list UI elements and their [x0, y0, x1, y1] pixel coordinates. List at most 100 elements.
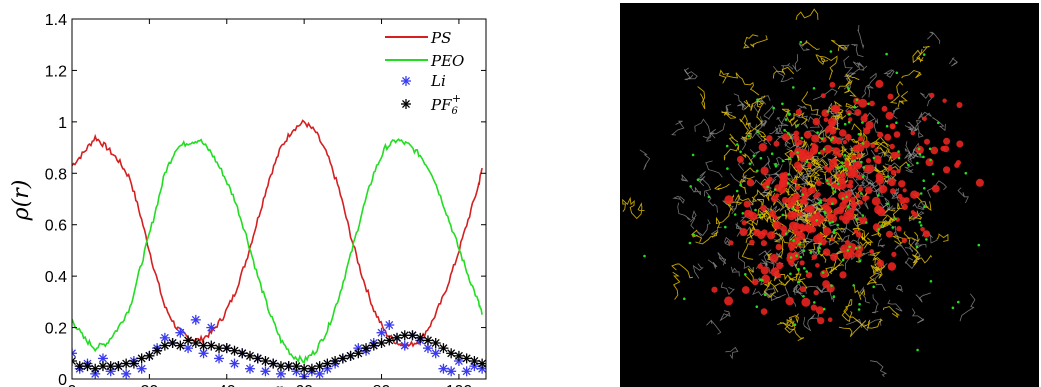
series-pf6-point	[152, 345, 163, 356]
series-li-point	[399, 340, 410, 351]
series-pf6-point	[244, 350, 255, 361]
series-pf6-point	[74, 361, 85, 372]
y-tick-label: 1	[58, 115, 67, 132]
series-li-point	[260, 366, 271, 377]
x-tick-label: 20	[140, 383, 158, 387]
x-tick-label: 100	[446, 383, 473, 387]
series-peo-line	[72, 138, 483, 364]
series-pf6-point	[330, 356, 341, 366]
x-tick-label: 40	[218, 383, 236, 387]
series-pf6-point	[430, 338, 441, 348]
y-tick-label: 0.6	[45, 218, 67, 235]
series-pf6-point	[446, 348, 457, 359]
series-pf6-point	[229, 345, 240, 356]
series-li-point	[175, 327, 186, 338]
series-pf6-point	[221, 343, 232, 354]
series-pf6-point	[128, 358, 139, 369]
series-li-point	[430, 348, 441, 359]
series-pf6-point	[260, 356, 271, 366]
series-pf6-point	[190, 338, 201, 348]
legend-pf6-marker	[401, 99, 411, 109]
series-pf6-point	[422, 335, 433, 346]
x-axis-label: r	[276, 382, 284, 387]
series-pf6-point	[159, 340, 170, 351]
series-pf6-point	[72, 356, 77, 366]
y-axis-label: ρ(r)	[9, 180, 34, 222]
legend-pf6-base: PF	[430, 96, 452, 114]
legend-ps-label: PS	[430, 29, 451, 47]
legend-li-marker	[401, 76, 411, 86]
sim-green-ions	[643, 40, 981, 352]
series-pf6-point	[477, 358, 486, 369]
series-pf6-point	[136, 353, 147, 364]
series-pf6-point	[469, 356, 480, 366]
series-li-point	[438, 363, 449, 374]
series-li-point	[384, 320, 395, 330]
series-li-point	[229, 358, 240, 369]
y-tick-label: 0.2	[45, 321, 67, 338]
series-pf6-point	[275, 361, 286, 372]
series-pf6-point	[90, 363, 101, 374]
series-pf6-point	[314, 361, 325, 372]
y-tick-label: 1.2	[45, 63, 67, 80]
series-pf6-point	[368, 340, 379, 351]
series-pf6-point	[438, 343, 449, 354]
series-pf6-point	[384, 335, 395, 346]
series-pf6-point	[353, 348, 364, 359]
series-li-point	[314, 368, 325, 379]
series-li-point	[136, 363, 147, 374]
y-tick-label: 0.8	[45, 166, 67, 183]
series-pf6-point	[415, 332, 426, 343]
series-pf6-point	[337, 353, 348, 364]
legend-li-label: Li	[430, 72, 446, 90]
legend-pf6-asterisk	[401, 99, 411, 109]
sim-red-beads	[711, 79, 984, 325]
series-pf6-point	[82, 361, 93, 372]
polymer-cluster-render	[622, 8, 984, 377]
series-li-point	[422, 343, 433, 354]
series-pf6-point	[407, 330, 418, 341]
series-li-point	[214, 353, 225, 364]
series-li-point	[446, 366, 457, 377]
series-li-point	[275, 368, 286, 379]
series-li-point	[206, 322, 217, 333]
series-pf6-point	[206, 340, 217, 351]
legend: PS PEO Li PF6+	[385, 29, 464, 117]
x-tick-label: 0	[68, 383, 77, 387]
legend-peo-label: PEO	[430, 52, 464, 70]
series-pf6-point	[144, 350, 155, 361]
series-pf6-point	[376, 338, 387, 348]
series-pf6-point	[113, 361, 124, 372]
x-tick-label: 60	[295, 383, 313, 387]
series-li-point	[159, 332, 170, 343]
series-pf6-point	[399, 330, 410, 341]
series-pf6-point	[183, 335, 194, 346]
y-tick-label: 1.4	[45, 12, 67, 29]
series-pf6-point	[453, 350, 464, 361]
y-tick-label: 0.4	[45, 269, 67, 286]
series-li-point	[190, 314, 201, 325]
series-pf6-point	[345, 350, 356, 361]
series-li-point	[121, 368, 132, 379]
series-pf6-point	[291, 361, 302, 372]
series-li-point	[244, 363, 255, 374]
series-pf6-point	[237, 348, 248, 359]
legend-pf6-superscript: +	[452, 92, 461, 105]
series-pf6-point	[361, 343, 372, 354]
series-pf6-point	[175, 340, 186, 351]
plot-frame	[71, 18, 487, 380]
series-pf6-point	[252, 353, 263, 364]
simulation-snapshot	[620, 3, 1039, 387]
series-pf6-point	[167, 338, 178, 348]
series-li-point	[461, 366, 472, 377]
y-tick-label: 0	[58, 372, 67, 387]
series-li-point	[376, 327, 387, 338]
series-pf6-point	[306, 363, 317, 374]
plot-area	[72, 19, 486, 379]
series-li-point	[72, 348, 77, 359]
legend-li-asterisk	[401, 76, 411, 86]
density-profile-chart: 02040608010000.20.40.60.811.21.4 ρ(r) r …	[9, 12, 487, 387]
series-pf6-point	[268, 358, 279, 369]
legend-pf6-subscript: 6	[452, 106, 459, 117]
series-pf6-point	[322, 358, 333, 369]
